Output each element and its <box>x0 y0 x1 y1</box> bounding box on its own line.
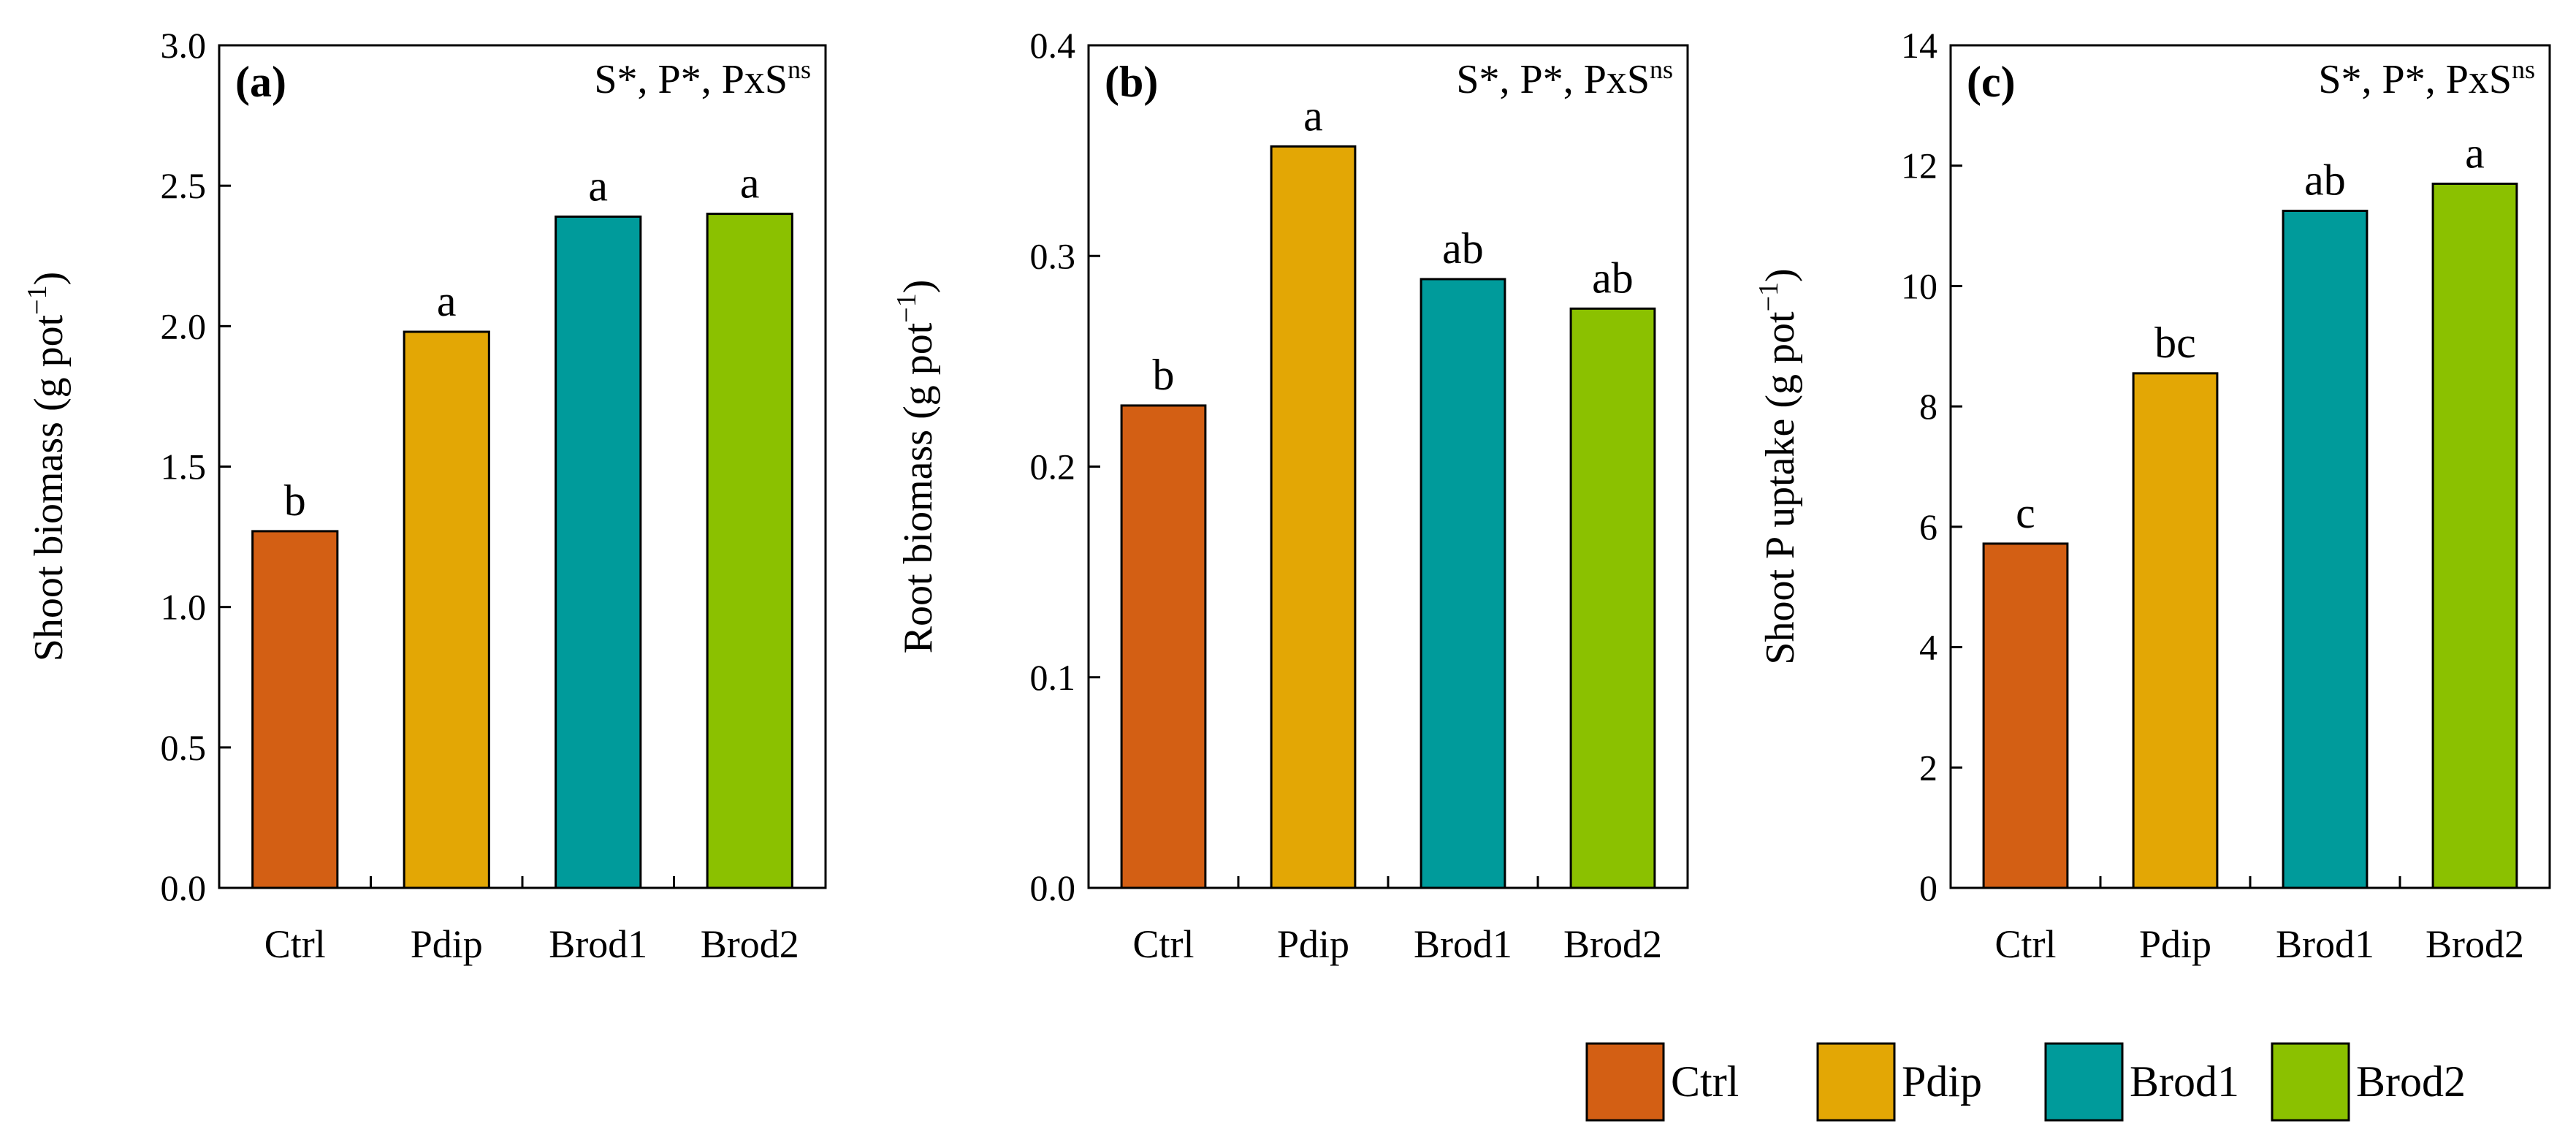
x-category-label: Pdip <box>1277 922 1349 966</box>
y-tick-label: 2.5 <box>161 165 207 206</box>
stats-annotation: S*, P*, PxSns <box>1456 55 1673 102</box>
significance-letter: a <box>2465 129 2485 177</box>
y-tick-label: 8 <box>1919 386 1937 427</box>
y-axis-title: Shoot P uptake (g pot−1) <box>1753 268 1803 664</box>
legend-label: Brod2 <box>2356 1057 2466 1106</box>
legend-label: Ctrl <box>1671 1057 1739 1106</box>
bar-ctrl <box>1120 404 1207 889</box>
stats-main: S*, P*, PxS <box>1456 57 1650 102</box>
legend-swatch-pdip <box>1816 1042 1896 1122</box>
x-category-label: Brod1 <box>1414 922 1512 966</box>
y-axis-title-sup: −1 <box>22 285 53 314</box>
y-tick-label: 0.1 <box>1030 657 1076 698</box>
chart-panel-2: 0.0 0.1 0.2 0.3 0.4 b Ctrl a Pdip ab Brod1 ab Brod2 (… <box>891 25 1689 966</box>
stats-superscript: ns <box>1650 55 1673 84</box>
y-axis-title-main: Shoot P uptake (g pot <box>1758 311 1803 665</box>
legend-swatch-brod1 <box>2044 1042 2124 1122</box>
bar-brod2 <box>1569 307 1656 889</box>
panel-label: (a) <box>235 58 286 106</box>
x-category-label: Pdip <box>2139 922 2211 966</box>
y-axis-title-close: ) <box>1758 268 1803 282</box>
y-axis-title-close: ) <box>26 272 72 286</box>
y-tick-label: 0.2 <box>1030 446 1076 487</box>
panel-label: (b) <box>1105 58 1158 106</box>
y-tick-label: 10 <box>1901 265 1937 306</box>
y-tick-label: 1.5 <box>161 446 207 487</box>
bar-brod1 <box>555 215 642 889</box>
x-category-label: Ctrl <box>1994 922 2056 966</box>
legend-swatch-ctrl <box>1585 1042 1665 1122</box>
x-category-label: Brod2 <box>701 922 799 966</box>
y-tick-label: 2 <box>1919 747 1937 788</box>
bar-ctrl <box>1982 542 2069 889</box>
significance-letter: a <box>740 159 760 208</box>
significance-letter: ab <box>1442 224 1484 273</box>
x-category-label: Pdip <box>411 922 483 966</box>
y-tick-label: 4 <box>1919 627 1937 668</box>
y-axis-title-close: ) <box>896 280 941 294</box>
y-tick-label: 0.5 <box>161 727 207 768</box>
stats-main: S*, P*, PxS <box>594 57 788 102</box>
bar-pdip <box>403 330 490 889</box>
legend-label: Brod1 <box>2130 1057 2239 1106</box>
x-category-label: Brod1 <box>2276 922 2374 966</box>
bar-ctrl <box>251 530 339 889</box>
bar-brod1 <box>1420 278 1506 889</box>
x-category-label: Brod2 <box>2426 922 2524 966</box>
y-tick-label: 12 <box>1901 145 1937 186</box>
bar-brod2 <box>2431 182 2518 889</box>
significance-letter: ab <box>1592 254 1634 302</box>
y-axis-title-sup: −1 <box>891 293 922 322</box>
significance-letter: ab <box>2304 156 2346 204</box>
y-tick-label: 0 <box>1919 867 1937 908</box>
y-axis-title: Shoot biomass (g pot−1) <box>22 272 72 662</box>
bar-pdip <box>2132 372 2219 889</box>
y-tick-label: 14 <box>1901 25 1937 66</box>
x-category-label: Brod1 <box>549 922 647 966</box>
chart-panel-3: 0 2 4 6 8 10 12 14 c Ctrl bc Pdip ab Brod1 a Brod2 (c) S*… <box>1753 25 2551 966</box>
chart-panel-1: 0.0 0.5 1.0 1.5 2.0 2.5 3.0 b Ctrl a Pdip a Brod1 a Br… <box>22 25 827 966</box>
y-tick-label: 3.0 <box>161 25 207 66</box>
y-tick-label: 6 <box>1919 506 1937 547</box>
stats-main: S*, P*, PxS <box>2318 57 2512 102</box>
y-tick-label: 0.0 <box>161 867 207 908</box>
stats-superscript: ns <box>2512 55 2535 84</box>
stats-annotation: S*, P*, PxSns <box>2318 55 2535 102</box>
legend: Ctrl Pdip Brod1 Brod2 <box>1585 1042 2466 1122</box>
bar-pdip <box>1270 145 1357 889</box>
significance-letter: b <box>284 476 306 525</box>
x-category-label: Ctrl <box>264 922 326 966</box>
significance-letter: b <box>1153 351 1175 399</box>
significance-letter: bc <box>2154 319 2196 367</box>
significance-letter: a <box>1303 91 1323 140</box>
y-tick-label: 2.0 <box>161 305 207 346</box>
stats-superscript: ns <box>788 55 811 84</box>
y-tick-label: 0.4 <box>1030 25 1076 66</box>
y-axis-title-main: Root biomass (g pot <box>896 322 941 653</box>
bar-brod2 <box>706 213 793 889</box>
y-axis-title-main: Shoot biomass (g pot <box>26 314 72 661</box>
x-category-label: Brod2 <box>1563 922 1662 966</box>
significance-letter: a <box>437 277 457 325</box>
significance-letter: c <box>2016 489 2035 537</box>
legend-swatch-brod2 <box>2271 1042 2350 1122</box>
x-category-label: Ctrl <box>1132 922 1194 966</box>
bar-brod1 <box>2282 209 2369 889</box>
significance-letter: a <box>588 162 608 210</box>
stats-annotation: S*, P*, PxSns <box>594 55 811 102</box>
y-tick-label: 1.0 <box>161 587 207 628</box>
y-axis-title-sup: −1 <box>1753 282 1784 311</box>
panel-label: (c) <box>1967 58 2016 106</box>
y-tick-label: 0.3 <box>1030 235 1076 276</box>
y-axis-title: Root biomass (g pot−1) <box>891 280 941 654</box>
y-tick-label: 0.0 <box>1030 867 1076 908</box>
legend-label: Pdip <box>1902 1057 1982 1106</box>
